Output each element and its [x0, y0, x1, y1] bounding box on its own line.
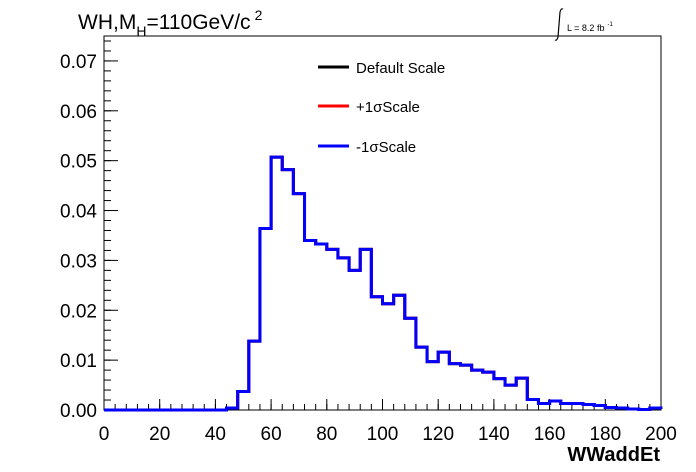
legend: Default Scale +1σScale -1σScale	[318, 60, 445, 156]
x-tick-label: 180	[589, 424, 621, 445]
x-tick-label: 0	[99, 424, 110, 445]
title-rest: =110GeV/c	[146, 11, 250, 34]
y-tick-label: 0.06	[60, 102, 97, 123]
svg-text:L = 8.2 fb-1: L = 8.2 fb -1	[567, 22, 613, 33]
x-tick-label: 40	[205, 424, 226, 445]
x-tick-label: 200	[645, 424, 677, 445]
legend-label: Default Scale	[356, 60, 445, 77]
y-tick-label: 0.01	[60, 351, 97, 372]
x-tick-label: 160	[534, 424, 566, 445]
y-tick-label: 0.02	[60, 301, 97, 322]
y-axis: 0.00 0.01 0.02 0.03 0.04 0.05 0.06 0.07	[60, 40, 118, 422]
x-tick-label: 20	[149, 424, 170, 445]
title-main: WH,M	[78, 11, 136, 34]
legend-label: -1σScale	[356, 139, 416, 156]
y-tick-label: 0.05	[60, 152, 97, 173]
luminosity-label: L = 8.2 fb -1	[554, 8, 613, 41]
y-tick-label: 0.04	[60, 202, 97, 223]
y-tick-label: 0.07	[60, 52, 97, 73]
x-tick-label: 140	[478, 424, 510, 445]
x-tick-label: 60	[261, 424, 282, 445]
x-tick-label: 100	[367, 424, 399, 445]
x-axis-title: WWaddEt	[567, 444, 660, 466]
y-tick-label: 0.03	[60, 251, 97, 272]
series-line-0	[104, 155, 663, 412]
x-tick-label: 80	[316, 424, 337, 445]
lumi-text: L = 8.2 fb	[567, 23, 604, 33]
y-tick-label: 0.00	[60, 401, 97, 422]
chart-title: WH,MH=110GeV/c 2	[78, 7, 263, 39]
legend-label: +1σScale	[356, 99, 420, 116]
integral-icon	[554, 8, 564, 41]
series-line-1	[104, 155, 663, 412]
x-tick-label: 120	[422, 424, 454, 445]
series-layer	[104, 155, 663, 412]
series-line-2	[104, 155, 663, 412]
title-subscript: H	[136, 23, 146, 39]
lumi-superscript: -1	[607, 22, 613, 28]
plot-frame	[103, 35, 662, 411]
title-superscript: 2	[255, 7, 263, 23]
